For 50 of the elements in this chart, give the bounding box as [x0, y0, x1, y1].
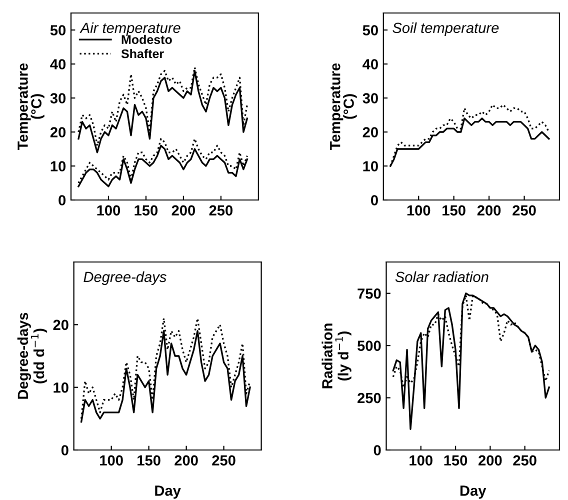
line-series: [78, 138, 248, 184]
text: Degree-days: [84, 271, 166, 285]
y-tick-label: 20: [50, 127, 66, 138]
y-axis-title: Temperature (°C): [330, 63, 357, 150]
y-tick-label: 30: [50, 93, 66, 104]
y-tick-label: 0: [374, 445, 381, 456]
x-tick-label: 200: [174, 455, 198, 466]
y-tick-label: 40: [50, 59, 66, 70]
y-tick-label: 10: [363, 161, 378, 172]
text: Soil temperature: [392, 22, 499, 36]
y-tick-label: 10: [54, 382, 68, 393]
x-tick-label: 100: [407, 205, 430, 216]
y-tick-label: 40: [362, 59, 378, 70]
y-axis-title: Radiation (ly d$^{−1}$): [322, 324, 352, 388]
x-tick-label: 150: [442, 205, 466, 216]
x-tick-label: 150: [134, 205, 158, 216]
x-tick-label: 250: [209, 205, 233, 216]
x-axis-title: Day: [460, 486, 486, 499]
y-tick-label: 50: [50, 25, 66, 36]
x-tick-label: 100: [410, 455, 432, 466]
x-tick-label: 200: [478, 455, 502, 466]
y-tick-label: 20: [53, 320, 68, 330]
x-axis-title: Day: [155, 486, 181, 499]
x-tick-label: 200: [477, 205, 501, 216]
y-tick-label: 0: [61, 445, 68, 456]
y-axis-title: Degree-days (dd d$^{−1}$): [17, 312, 48, 399]
y-tick-label: 50: [362, 25, 378, 36]
legend-label: Modesto: [122, 34, 172, 44]
y-tick-label: 10: [50, 161, 66, 172]
x-tick-label: 250: [212, 455, 236, 466]
x-tick-label: 250: [512, 205, 536, 216]
y-tick-label: 20: [362, 127, 378, 138]
text: Air temperature: [80, 22, 180, 36]
x-tick-label: 150: [138, 455, 160, 466]
x-tick-label: 150: [444, 455, 468, 466]
y-tick-label: 250: [358, 392, 381, 404]
y-tick-label: 0: [371, 195, 378, 206]
legend-label: Shafter: [121, 48, 164, 58]
y-tick-label: 500: [358, 340, 381, 351]
y-tick-label: 750: [358, 288, 381, 299]
x-tick-label: 100: [100, 455, 123, 466]
x-tick-label: 100: [97, 205, 120, 216]
text: Solar radiation: [395, 271, 488, 282]
x-tick-label: 250: [513, 455, 536, 466]
y-tick-label: 0: [58, 195, 66, 206]
line-series: [80, 318, 251, 420]
line-series: [392, 292, 550, 430]
x-tick-label: 200: [172, 205, 196, 216]
y-axis-title: Temperature (°C): [18, 63, 44, 150]
y-tick-label: 30: [362, 93, 378, 104]
